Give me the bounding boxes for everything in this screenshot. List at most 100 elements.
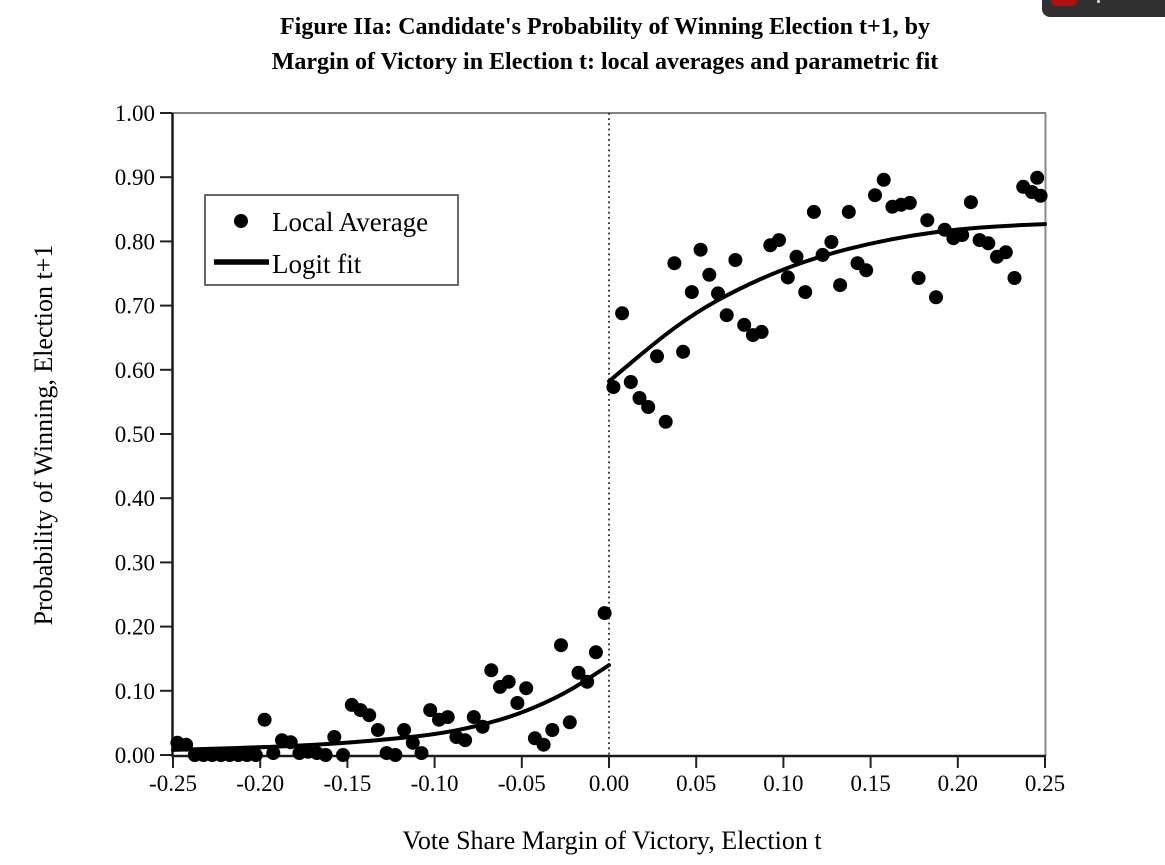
figure-title-line2: Margin of Victory in Election t: local a… <box>271 49 939 75</box>
data-point <box>562 715 577 730</box>
data-point <box>868 188 882 203</box>
y-tick-label: 0.80 <box>115 229 155 254</box>
data-point <box>336 748 350 762</box>
x-tick-label: -0.20 <box>236 771 284 796</box>
data-point <box>327 730 342 744</box>
data-point <box>283 735 298 750</box>
data-point <box>510 696 525 710</box>
data-point <box>963 195 978 210</box>
legend-label-logit-fit: Logit fit <box>272 249 362 279</box>
y-tick-label: 0.50 <box>115 422 155 447</box>
data-point <box>458 733 473 748</box>
x-tick-label: -0.05 <box>498 771 546 796</box>
data-point <box>667 256 682 271</box>
legend: Local Average Logit fit <box>204 194 459 286</box>
data-point <box>754 324 769 339</box>
x-axis-ticks: -0.25 -0.20 -0.15 -0.10 -0.05 0.00 0.05 0.10 0.1… <box>149 756 1065 796</box>
data-point <box>257 712 272 727</box>
data-point <box>423 703 438 718</box>
data-point <box>737 317 752 332</box>
data-point <box>650 349 664 364</box>
data-point <box>501 674 516 689</box>
data-point <box>466 710 481 725</box>
y-axis-ticks: 0.00 0.10 0.20 0.30 0.40 0.50 0.60 0.70 0.80 0.90… <box>115 101 172 768</box>
data-point <box>815 247 830 262</box>
data-point <box>728 253 743 267</box>
logit-fit-segment <box>171 663 611 752</box>
data-point <box>597 606 612 621</box>
data-point <box>702 267 717 282</box>
data-point <box>841 204 856 219</box>
data-point <box>955 228 970 242</box>
data-point <box>545 723 560 737</box>
data-point <box>414 746 429 761</box>
data-point <box>519 681 534 696</box>
y-tick-label: 0.40 <box>115 486 155 511</box>
data-point <box>676 344 691 359</box>
data-point <box>606 380 621 395</box>
data-point <box>632 391 647 405</box>
data-point <box>859 263 874 278</box>
data-point <box>475 719 490 734</box>
data-point <box>615 306 630 321</box>
x-axis-title: Vote Share Margin of Victory, Election t <box>402 826 822 855</box>
data-point <box>370 723 385 737</box>
data-point <box>693 242 708 257</box>
data-point <box>554 638 568 653</box>
legend-dot-marker-icon <box>234 214 248 228</box>
x-tick-label: 0.25 <box>1025 771 1065 796</box>
data-point <box>440 710 455 725</box>
red-button-icon[interactable] <box>1051 0 1077 6</box>
y-tick-label: 1.00 <box>115 101 155 126</box>
data-point <box>623 375 638 389</box>
y-tick-label: 0.90 <box>115 165 155 190</box>
data-point <box>719 308 734 323</box>
data-point <box>388 748 403 762</box>
data-point <box>536 737 551 752</box>
data-point <box>1007 271 1022 285</box>
y-tick-label: 0.70 <box>115 294 155 319</box>
data-point <box>920 213 935 228</box>
data-point <box>1030 170 1045 185</box>
x-tick-label: -0.25 <box>149 771 197 796</box>
x-tick-label: 0.15 <box>850 771 890 796</box>
data-point <box>684 285 699 300</box>
data-point <box>876 172 891 187</box>
data-point <box>362 708 377 723</box>
data-point <box>266 746 281 761</box>
white-dot-icon <box>1097 0 1100 3</box>
scatter-points <box>170 170 1048 762</box>
data-point <box>641 400 656 414</box>
logit-fit-segment <box>607 222 1047 384</box>
data-point <box>902 195 917 210</box>
x-tick-label: -0.10 <box>411 771 459 796</box>
data-point <box>179 737 194 752</box>
data-point <box>580 674 595 689</box>
data-point <box>780 270 795 285</box>
y-tick-label: 0.30 <box>115 550 155 575</box>
data-point <box>806 204 821 219</box>
figure-title-line1: Figure IIa: Candidate's Probability of W… <box>280 14 930 40</box>
data-point <box>318 748 333 762</box>
browser-overlay-shelf[interactable] <box>1042 0 1165 17</box>
data-point <box>824 235 839 249</box>
data-point <box>911 271 926 285</box>
x-tick-label: 0.05 <box>676 771 716 796</box>
data-point <box>248 748 263 762</box>
data-point <box>798 285 813 300</box>
data-point <box>397 723 412 737</box>
data-point <box>405 735 420 750</box>
data-point <box>981 236 996 251</box>
data-point <box>588 645 603 660</box>
data-point <box>658 414 673 429</box>
data-point <box>789 249 804 264</box>
x-tick-label: -0.15 <box>323 771 371 796</box>
data-point <box>484 663 499 678</box>
y-tick-label: 0.20 <box>115 615 155 640</box>
y-axis-title: Probability of Winning, Election t+1 <box>29 245 58 626</box>
x-tick-label: 0.10 <box>763 771 803 796</box>
legend-box <box>204 194 459 286</box>
data-point <box>937 222 952 237</box>
